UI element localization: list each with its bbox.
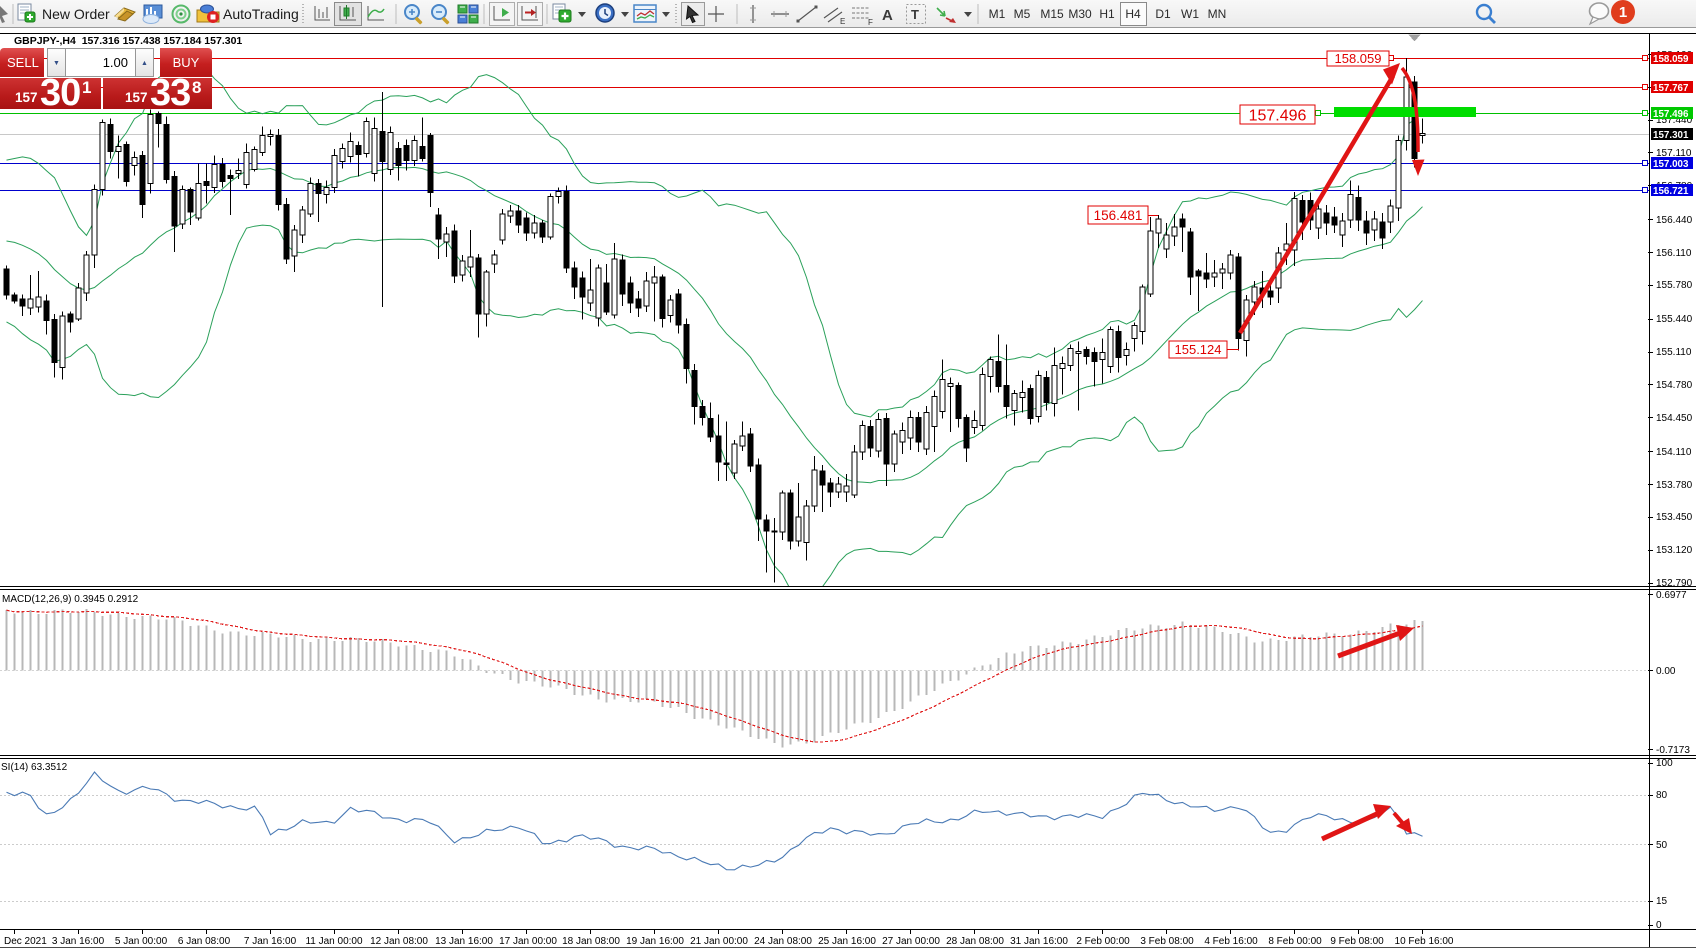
- svg-text:153.450: 153.450: [1656, 512, 1693, 523]
- svg-text:M5: M5: [1014, 7, 1031, 21]
- svg-text:1: 1: [1619, 4, 1627, 21]
- svg-text:157.440: 157.440: [1656, 115, 1693, 126]
- svg-text:157.110: 157.110: [1656, 148, 1692, 159]
- svg-text:17 Jan 00:00: 17 Jan 00:00: [499, 936, 557, 947]
- svg-text:0.00: 0.00: [1656, 666, 1676, 677]
- svg-text:157.496: 157.496: [1249, 107, 1307, 124]
- svg-text:155.780: 155.780: [1656, 280, 1693, 291]
- svg-text:0: 0: [1656, 920, 1662, 931]
- svg-text:154.450: 154.450: [1656, 413, 1693, 424]
- svg-text:2 Feb 00:00: 2 Feb 00:00: [1076, 936, 1130, 947]
- svg-text:80: 80: [1656, 790, 1668, 801]
- svg-text:T: T: [911, 7, 919, 22]
- svg-text:50: 50: [1656, 840, 1668, 851]
- svg-text:SI(14) 63.3512: SI(14) 63.3512: [1, 762, 68, 773]
- svg-text:M30: M30: [1068, 7, 1092, 21]
- svg-text:10 Feb 16:00: 10 Feb 16:00: [1395, 936, 1454, 947]
- svg-text:156.440: 156.440: [1656, 215, 1693, 226]
- svg-text:13 Jan 16:00: 13 Jan 16:00: [435, 936, 493, 947]
- svg-text:24 Jan 08:00: 24 Jan 08:00: [754, 936, 812, 947]
- svg-text:9 Feb 08:00: 9 Feb 08:00: [1330, 936, 1384, 947]
- svg-text:100: 100: [1656, 758, 1673, 769]
- svg-text:31 Jan 16:00: 31 Jan 16:00: [1010, 936, 1068, 947]
- svg-text:W1: W1: [1181, 7, 1199, 21]
- svg-text:M1: M1: [989, 7, 1006, 21]
- svg-text:M15: M15: [1040, 7, 1064, 21]
- svg-text:155.110: 155.110: [1656, 347, 1692, 358]
- svg-text:155.440: 155.440: [1656, 314, 1693, 325]
- svg-text:F: F: [868, 18, 873, 27]
- svg-text:H4: H4: [1125, 7, 1141, 21]
- svg-text:19 Jan 16:00: 19 Jan 16:00: [626, 936, 684, 947]
- svg-text:157.003: 157.003: [1653, 159, 1689, 170]
- svg-text:157.301: 157.301: [1653, 130, 1689, 141]
- svg-text:153.780: 153.780: [1656, 480, 1693, 491]
- svg-text:158.059: 158.059: [1653, 54, 1689, 65]
- svg-text:3 Jan 16:00: 3 Jan 16:00: [52, 936, 105, 947]
- svg-text:4 Feb 16:00: 4 Feb 16:00: [1204, 936, 1258, 947]
- svg-text:11 Jan 00:00: 11 Jan 00:00: [305, 936, 363, 947]
- svg-text:25 Jan 16:00: 25 Jan 16:00: [818, 936, 876, 947]
- svg-text:5 Jan 00:00: 5 Jan 00:00: [115, 936, 168, 947]
- svg-text:155.124: 155.124: [1175, 342, 1222, 357]
- svg-text:18 Jan 08:00: 18 Jan 08:00: [562, 936, 620, 947]
- svg-text:156.721: 156.721: [1653, 186, 1689, 197]
- svg-text:Dec 2021: Dec 2021: [4, 936, 47, 947]
- svg-text:MACD(12,26,9) 0.3945 0.2912: MACD(12,26,9) 0.3945 0.2912: [2, 594, 139, 605]
- svg-text:GBPJPY-,H4 157.316 157.438 15: GBPJPY-,H4 157.316 157.438 157.184 157.3…: [14, 35, 242, 47]
- svg-text:156.110: 156.110: [1656, 248, 1692, 259]
- svg-text:154.780: 154.780: [1656, 380, 1693, 391]
- svg-text:28 Jan 08:00: 28 Jan 08:00: [946, 936, 1004, 947]
- svg-text:H1: H1: [1099, 7, 1115, 21]
- svg-text:157.767: 157.767: [1653, 83, 1689, 94]
- svg-text:E: E: [840, 17, 845, 26]
- svg-text:0.6977: 0.6977: [1656, 590, 1687, 601]
- svg-text:15: 15: [1656, 896, 1668, 907]
- svg-text:D1: D1: [1155, 7, 1171, 21]
- svg-text:8 Feb 00:00: 8 Feb 00:00: [1268, 936, 1322, 947]
- svg-text:-0.7173: -0.7173: [1656, 745, 1690, 756]
- svg-text:158.059: 158.059: [1335, 51, 1382, 66]
- svg-text:7 Jan 16:00: 7 Jan 16:00: [244, 936, 297, 947]
- svg-text:3 Feb 08:00: 3 Feb 08:00: [1140, 936, 1194, 947]
- svg-text:6 Jan 08:00: 6 Jan 08:00: [178, 936, 231, 947]
- svg-text:A: A: [882, 7, 893, 24]
- svg-text:156.481: 156.481: [1094, 208, 1143, 223]
- svg-text:154.110: 154.110: [1656, 447, 1692, 458]
- svg-text:27 Jan 00:00: 27 Jan 00:00: [882, 936, 940, 947]
- svg-text:12 Jan 08:00: 12 Jan 08:00: [370, 936, 428, 947]
- svg-text:21 Jan 00:00: 21 Jan 00:00: [690, 936, 748, 947]
- svg-text:New Order: New Order: [42, 6, 110, 22]
- svg-text:157.496: 157.496: [1653, 109, 1689, 120]
- svg-text:153.120: 153.120: [1656, 545, 1693, 556]
- svg-text:AutoTrading: AutoTrading: [223, 6, 299, 22]
- svg-text:152.790: 152.790: [1656, 578, 1693, 589]
- svg-text:MN: MN: [1208, 7, 1227, 21]
